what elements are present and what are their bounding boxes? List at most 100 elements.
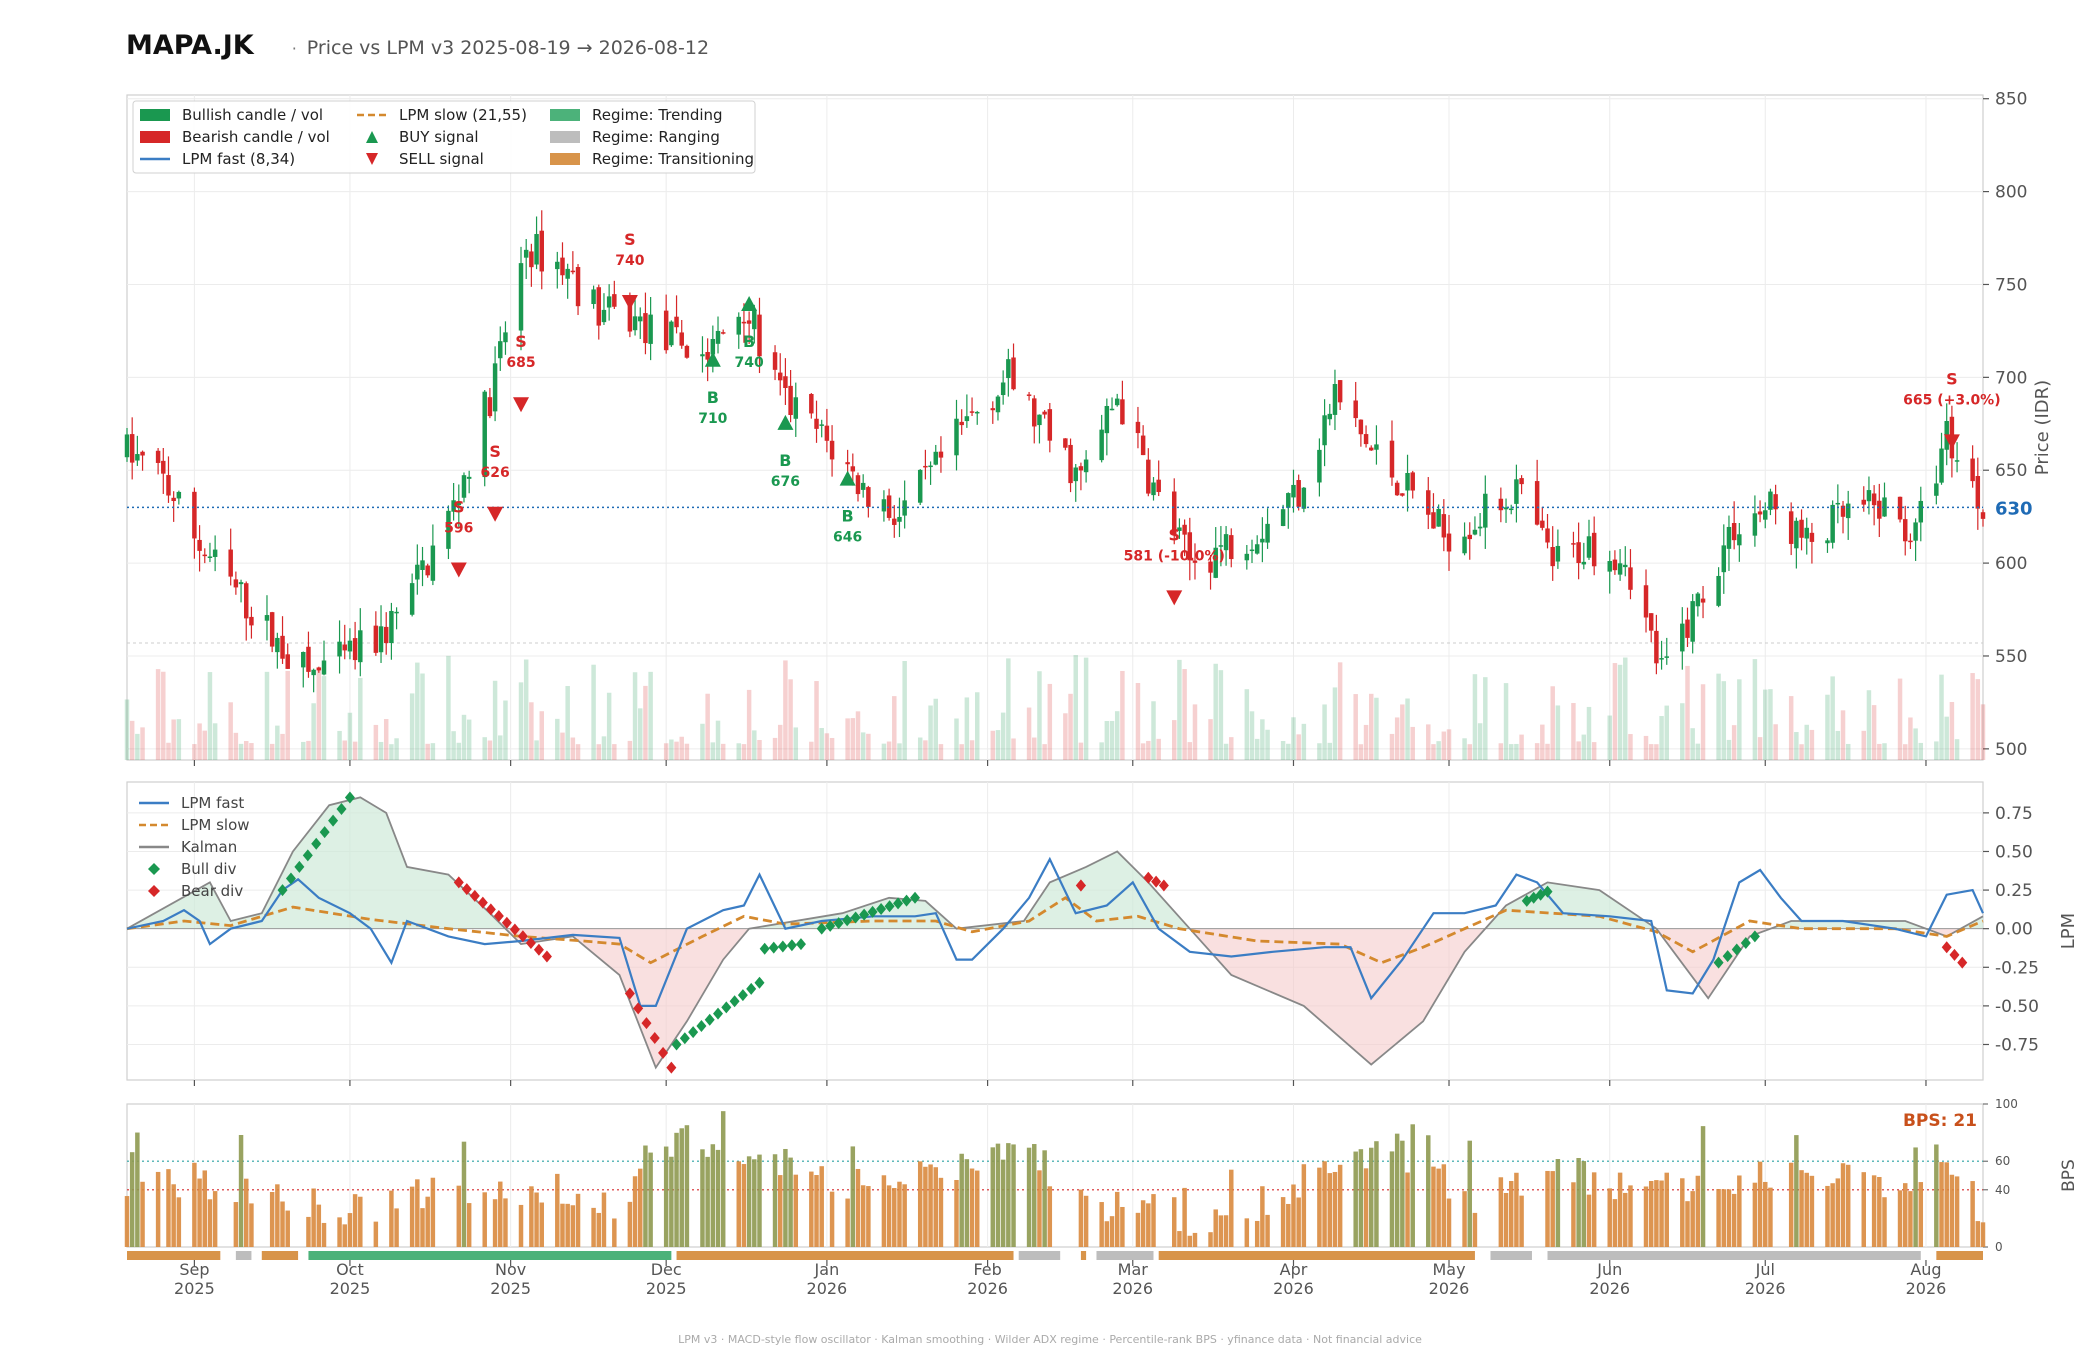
volume-bar: [1472, 674, 1478, 760]
bps-bar: [1286, 1203, 1291, 1247]
sell-signal-marker: [513, 397, 530, 413]
volume-bar: [534, 740, 539, 760]
lpm-tick-label: -0.25: [1995, 958, 2039, 978]
bearish-candle: [990, 408, 996, 411]
bps-bar: [1187, 1235, 1193, 1247]
bps-bar: [1441, 1164, 1447, 1247]
bps-bar: [1726, 1189, 1732, 1247]
bps-bar: [1716, 1189, 1721, 1247]
volume-bar: [1332, 687, 1338, 760]
x-tick-label-year: 2026: [967, 1279, 1008, 1298]
bullish-candle: [1405, 473, 1410, 491]
bearish-candle: [1861, 499, 1866, 505]
legend-key-patch: [140, 109, 170, 121]
volume-bar: [197, 723, 202, 760]
volume-bar: [1954, 739, 1960, 760]
sell-signal-letter: S: [489, 442, 501, 461]
volume-bar: [482, 737, 487, 760]
volume-bar: [1426, 724, 1431, 760]
bearish-candle: [1840, 505, 1846, 517]
lpm-tick-label: 0.00: [1995, 920, 2033, 940]
bullish-candle: [1555, 545, 1561, 562]
volume-bar: [383, 719, 389, 760]
x-tick-label-year: 2026: [807, 1279, 848, 1298]
volume-bar: [1337, 662, 1343, 760]
volume-bar: [1032, 737, 1037, 760]
bullish-candle: [1327, 413, 1333, 420]
volume-bar: [1617, 664, 1623, 760]
bullish-candle: [394, 611, 399, 614]
bullish-candle: [1114, 398, 1120, 406]
bps-bar: [425, 1196, 430, 1247]
bearish-candle: [757, 314, 762, 357]
volume-bar: [1871, 705, 1877, 760]
bps-bar: [1654, 1180, 1659, 1247]
bps-bar: [430, 1177, 436, 1247]
bps-bar: [1664, 1172, 1669, 1247]
bps-bar: [720, 1111, 726, 1247]
volume-bar: [420, 673, 425, 760]
lpm-tick-label: 0.50: [1995, 842, 2033, 862]
bear-divergence-marker: [666, 1061, 677, 1074]
volume-bar: [311, 703, 316, 760]
lpm-slow-line: [126, 896, 1984, 965]
volume-bar: [1322, 704, 1327, 760]
x-tick-label-year: 2026: [1112, 1279, 1153, 1298]
bearish-candle: [829, 440, 835, 460]
legend-key-patch: [140, 131, 170, 143]
bearish-candle: [1877, 500, 1882, 519]
volume-bar: [523, 659, 529, 760]
bps-bar: [705, 1156, 710, 1247]
bearish-candle: [1654, 630, 1659, 664]
bullish-candle: [1249, 549, 1255, 552]
bps-bar: [855, 1168, 861, 1247]
volume-bar: [492, 680, 498, 760]
bps-bar: [1363, 1168, 1369, 1247]
bearish-candle: [886, 495, 892, 518]
bps-bar: [1514, 1172, 1519, 1247]
bearish-candle: [373, 625, 379, 653]
bps-bar: [974, 1170, 980, 1247]
bps-bar: [814, 1175, 819, 1247]
regime-segment-ranging: [1547, 1251, 1921, 1260]
bearish-candle: [1571, 543, 1576, 545]
volume-bar: [301, 741, 306, 760]
volume-bar: [212, 723, 218, 760]
price-legend: Bullish candle / vol Bearish candle / vol…: [132, 100, 756, 174]
volume-bar: [1192, 704, 1198, 760]
bull-divergence-marker: [696, 1019, 707, 1032]
bullish-candle: [176, 491, 182, 499]
x-tick-label-year: 2025: [330, 1279, 371, 1298]
volume-bar: [1545, 743, 1550, 760]
volume-bar: [1586, 706, 1592, 760]
bps-bar: [1970, 1181, 1975, 1247]
bps-bar: [1109, 1216, 1115, 1247]
volume-bar: [1861, 730, 1866, 760]
volume-bar: [700, 723, 705, 760]
volume-bar: [897, 743, 902, 760]
volume-bar: [1737, 679, 1742, 760]
bullish-candle: [1690, 601, 1695, 642]
bps-bar: [1254, 1220, 1260, 1247]
volume-bar: [1006, 658, 1011, 760]
bullish-candle: [1763, 510, 1768, 520]
bps-bar: [1897, 1190, 1903, 1247]
legend-key-buy-icon: [366, 131, 378, 143]
sell-signal-letter: S: [453, 498, 465, 517]
panel-frame-3: [126, 1103, 1984, 1248]
bps-bar: [1182, 1187, 1187, 1247]
bps-bar: [1327, 1173, 1333, 1247]
bear-divergence-marker: [1143, 871, 1154, 884]
volume-bar: [1763, 689, 1768, 760]
bull-divergence-marker: [842, 914, 853, 927]
price-tick-label: 650: [1995, 461, 2027, 481]
bearish-candle: [845, 462, 850, 465]
bps-bar: [1280, 1197, 1286, 1247]
bearish-candle: [684, 345, 690, 358]
bps-bar: [1519, 1195, 1524, 1247]
bps-bar: [638, 1168, 643, 1247]
volume-bar: [1804, 724, 1809, 760]
buy-signal-price: 676: [771, 474, 800, 490]
sell-signal-marker: [1943, 434, 1960, 450]
bearish-candle: [197, 539, 202, 551]
